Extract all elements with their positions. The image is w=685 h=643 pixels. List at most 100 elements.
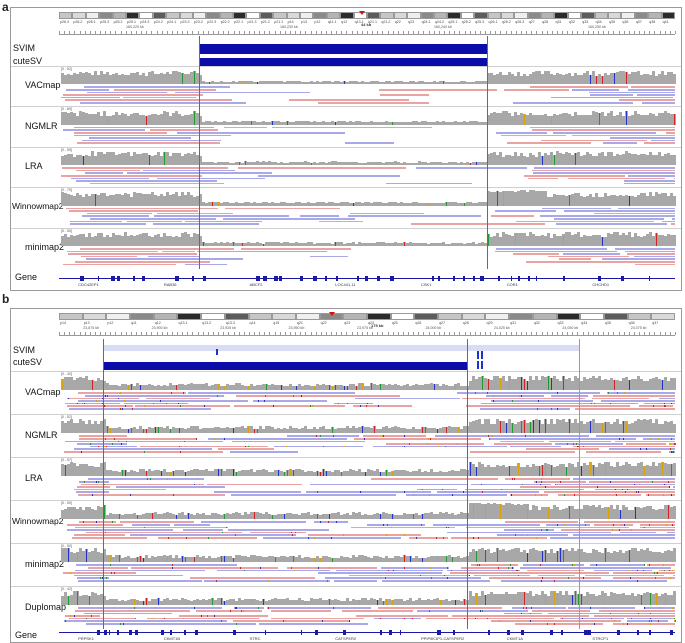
gene-name[interactable]: RAB35 bbox=[163, 282, 177, 287]
coverage-bar bbox=[181, 512, 184, 520]
coverage-bar bbox=[70, 154, 73, 166]
svim-deletion-call-a[interactable] bbox=[199, 44, 487, 54]
gene-name[interactable]: STRC bbox=[249, 636, 261, 641]
coverage-bar bbox=[436, 598, 439, 606]
coverage-bar bbox=[478, 549, 481, 563]
gene-name[interactable]: CATSPER2 bbox=[335, 636, 357, 641]
mismatch-mark bbox=[320, 557, 321, 563]
gene-name[interactable]: CDC42EP1 bbox=[78, 282, 99, 287]
coverage-bar bbox=[64, 376, 67, 391]
svim-breakpoint-mark-b3 bbox=[481, 351, 483, 359]
coverage-bar bbox=[313, 162, 316, 166]
coverage-bar bbox=[352, 161, 355, 166]
ruler-tick bbox=[228, 31, 230, 34]
gene-name[interactable]: ABCF2 bbox=[249, 282, 263, 287]
read-mismatch bbox=[105, 577, 107, 579]
coverage-bar bbox=[277, 556, 280, 563]
read-mismatch bbox=[85, 617, 87, 620]
ruler-tick bbox=[479, 31, 481, 34]
gene-name[interactable]: STRCP1 bbox=[592, 636, 609, 641]
read-mismatch bbox=[186, 536, 188, 539]
aligned-read bbox=[668, 443, 675, 445]
mismatch-mark bbox=[275, 385, 276, 391]
coverage-bar bbox=[406, 81, 409, 85]
centromere-marker bbox=[329, 312, 335, 316]
coverage-bar bbox=[352, 512, 355, 520]
coverage-bar bbox=[205, 162, 208, 166]
coverage-bar bbox=[598, 505, 601, 520]
svim-faint-call-b[interactable] bbox=[103, 345, 579, 351]
coverage-bar bbox=[187, 556, 190, 563]
aligned-read bbox=[274, 445, 363, 448]
read-mismatch bbox=[541, 577, 543, 579]
coverage-bar bbox=[385, 512, 388, 520]
coverage-bar bbox=[115, 154, 118, 166]
coverage-bar bbox=[79, 548, 82, 563]
cutesv-deletion-call-b[interactable] bbox=[103, 362, 467, 370]
aligned-read bbox=[83, 86, 231, 88]
read-mismatch bbox=[674, 620, 676, 622]
coverage-bar bbox=[490, 112, 493, 125]
gene-name[interactable]: CKMT1A bbox=[506, 636, 523, 641]
coverage-bar bbox=[124, 384, 127, 391]
coverage-bar bbox=[646, 381, 649, 391]
coverage-bar bbox=[103, 154, 106, 166]
cytoband bbox=[367, 313, 391, 320]
coverage-bar bbox=[226, 426, 229, 434]
gene-name[interactable]: PPIP5K1P1-CATSPER2 bbox=[421, 636, 465, 641]
coverage-bar bbox=[490, 503, 493, 520]
read-mismatch bbox=[610, 617, 612, 620]
gene-name[interactable]: CHCHD1 bbox=[592, 282, 610, 287]
coverage-bar bbox=[643, 154, 646, 166]
gene-name[interactable]: CSK1 bbox=[421, 282, 432, 287]
aligned-read bbox=[64, 450, 224, 453]
coverage-bar bbox=[463, 469, 466, 477]
ruler-tick bbox=[618, 31, 620, 34]
read-mismatch bbox=[560, 480, 562, 483]
read-mismatch bbox=[80, 450, 82, 453]
ruler-tick bbox=[110, 332, 112, 335]
coverage-bar bbox=[640, 114, 643, 125]
coverage-bar bbox=[262, 201, 265, 206]
coverage-bar bbox=[415, 384, 418, 391]
coverage-bar bbox=[538, 70, 541, 85]
coverage-bar bbox=[409, 386, 412, 391]
coverage-bar bbox=[166, 512, 169, 520]
ruler-tick bbox=[69, 332, 71, 335]
coverage-bar bbox=[202, 428, 205, 434]
coverage-bar bbox=[430, 81, 433, 85]
gene-name[interactable]: LOC441,11 bbox=[335, 282, 356, 287]
track-separator bbox=[11, 500, 681, 501]
coverage-bar bbox=[109, 513, 112, 520]
coverage-bar bbox=[334, 599, 337, 606]
coverage-bar bbox=[361, 122, 364, 125]
coverage-bar bbox=[79, 506, 82, 520]
coverage-bar bbox=[586, 591, 589, 606]
coverage-bar bbox=[352, 426, 355, 434]
gene-exon bbox=[377, 276, 380, 281]
gene-name[interactable]: CKMT1B bbox=[163, 636, 181, 641]
coverage-bar bbox=[301, 557, 304, 563]
coverage-bar bbox=[571, 423, 574, 434]
mismatch-mark bbox=[452, 557, 453, 563]
ruler-tick bbox=[587, 31, 589, 34]
coverage-bar bbox=[628, 232, 631, 246]
mismatch-mark bbox=[563, 375, 564, 391]
coverage-bar bbox=[559, 419, 562, 434]
read-mismatch bbox=[343, 445, 345, 448]
coverage-bar bbox=[322, 81, 325, 85]
coverage-bar bbox=[223, 202, 226, 206]
coverage-bar bbox=[187, 152, 190, 166]
gene-track-label-b: Gene bbox=[15, 630, 38, 640]
coverage-bar bbox=[451, 121, 454, 125]
read-mismatch bbox=[102, 397, 104, 400]
coverage-bar bbox=[655, 419, 658, 434]
cutesv-deletion-call-a[interactable] bbox=[199, 58, 487, 66]
coverage-bar bbox=[268, 385, 271, 391]
cytoband bbox=[286, 12, 301, 19]
ruler-tick bbox=[639, 31, 641, 34]
coverage-bar bbox=[601, 111, 604, 125]
gene-name[interactable]: COR1 bbox=[506, 282, 518, 287]
gene-name[interactable]: PRPSK1 bbox=[78, 636, 94, 641]
aligned-read bbox=[667, 531, 675, 534]
